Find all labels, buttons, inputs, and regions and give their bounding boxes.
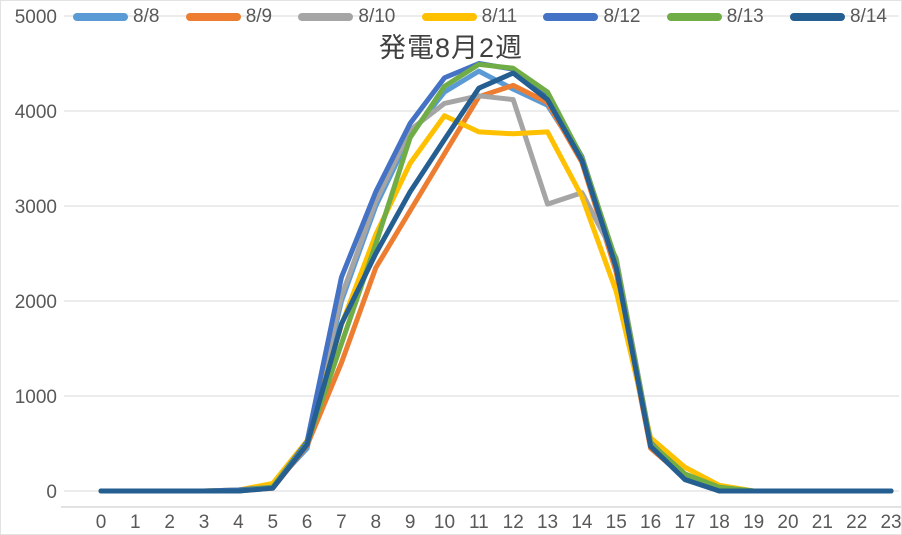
x-axis-tick-label: 6	[302, 512, 313, 533]
legend-label: 8/13	[726, 6, 764, 27]
y-axis-tick-label: 0	[46, 482, 57, 503]
y-axis-tick-label: 1000	[15, 387, 57, 408]
series-line-8/12[interactable]	[98, 61, 894, 494]
x-axis-tick-label: 23	[880, 512, 901, 533]
x-axis-tick-label: 8	[371, 512, 382, 533]
x-axis-tick-label: 4	[233, 512, 244, 533]
x-axis-tick-label: 2	[164, 512, 175, 533]
x-axis-tick-label: 10	[434, 512, 455, 533]
x-axis-tick-label: 12	[503, 512, 524, 533]
x-axis-tick-label: 7	[336, 512, 347, 533]
x-axis-tick-label: 1	[130, 512, 141, 533]
legend-item-8/9[interactable]: 8/9	[185, 6, 273, 27]
legend-swatch-icon	[666, 12, 722, 21]
series-line-8/11[interactable]	[98, 113, 894, 494]
legend-item-8/13[interactable]: 8/13	[666, 6, 764, 27]
legend-label: 8/12	[603, 6, 641, 27]
x-axis-tick-label: 5	[267, 512, 278, 533]
legend-item-8/11[interactable]: 8/11	[421, 6, 518, 27]
x-axis-tick-label: 13	[537, 512, 558, 533]
legend-swatch-icon	[543, 12, 599, 21]
series-line-8/13[interactable]	[98, 61, 894, 494]
legend-label: 8/9	[245, 6, 273, 27]
legend-swatch-icon	[421, 12, 477, 21]
x-axis-tick-label: 15	[606, 512, 627, 533]
legend: 8/8 8/9 8/10 8/11 8/12 8/13 8/14	[73, 7, 887, 26]
x-axis-tick-label: 14	[571, 512, 593, 533]
legend-swatch-icon	[298, 12, 354, 21]
x-axis-tick-label: 21	[812, 512, 833, 533]
legend-item-8/8[interactable]: 8/8	[73, 7, 159, 26]
x-axis-tick-label: 17	[674, 512, 695, 533]
series-line-8/14[interactable]	[98, 70, 894, 494]
y-axis-tick-label: 3000	[15, 197, 57, 218]
legend-item-8/10[interactable]: 8/10	[298, 7, 395, 26]
x-axis-tick-label: 20	[777, 512, 798, 533]
y-axis-tick-label: 2000	[15, 292, 57, 313]
legend-swatch-icon	[73, 12, 128, 21]
legend-label: 8/14	[849, 6, 887, 27]
legend-item-8/12[interactable]: 8/12	[543, 7, 640, 26]
legend-swatch-icon	[185, 12, 241, 21]
y-axis-tick-label: 4000	[15, 102, 57, 123]
legend-swatch-icon	[789, 12, 845, 21]
x-axis-tick-label: 3	[199, 512, 210, 533]
x-axis-tick-label: 16	[640, 512, 661, 533]
x-axis-tick-label: 11	[469, 512, 489, 533]
x-axis-tick-label: 9	[405, 512, 416, 533]
chart-title: 発電8月2週	[378, 33, 524, 63]
series-line-8/10[interactable]	[98, 93, 894, 494]
y-axis-tick-label: 5000	[15, 7, 57, 28]
series-line-8/9[interactable]	[98, 82, 894, 494]
legend-label: 8/8	[133, 6, 160, 27]
x-axis-tick-label: 22	[846, 512, 867, 533]
x-axis-tick-label: 18	[709, 512, 730, 533]
legend-item-8/14[interactable]: 8/14	[789, 6, 887, 27]
legend-label: 8/10	[358, 6, 396, 27]
legend-label: 8/11	[481, 6, 518, 27]
x-axis-tick-label: 19	[743, 512, 764, 533]
x-axis-tick-label: 0	[96, 512, 107, 533]
